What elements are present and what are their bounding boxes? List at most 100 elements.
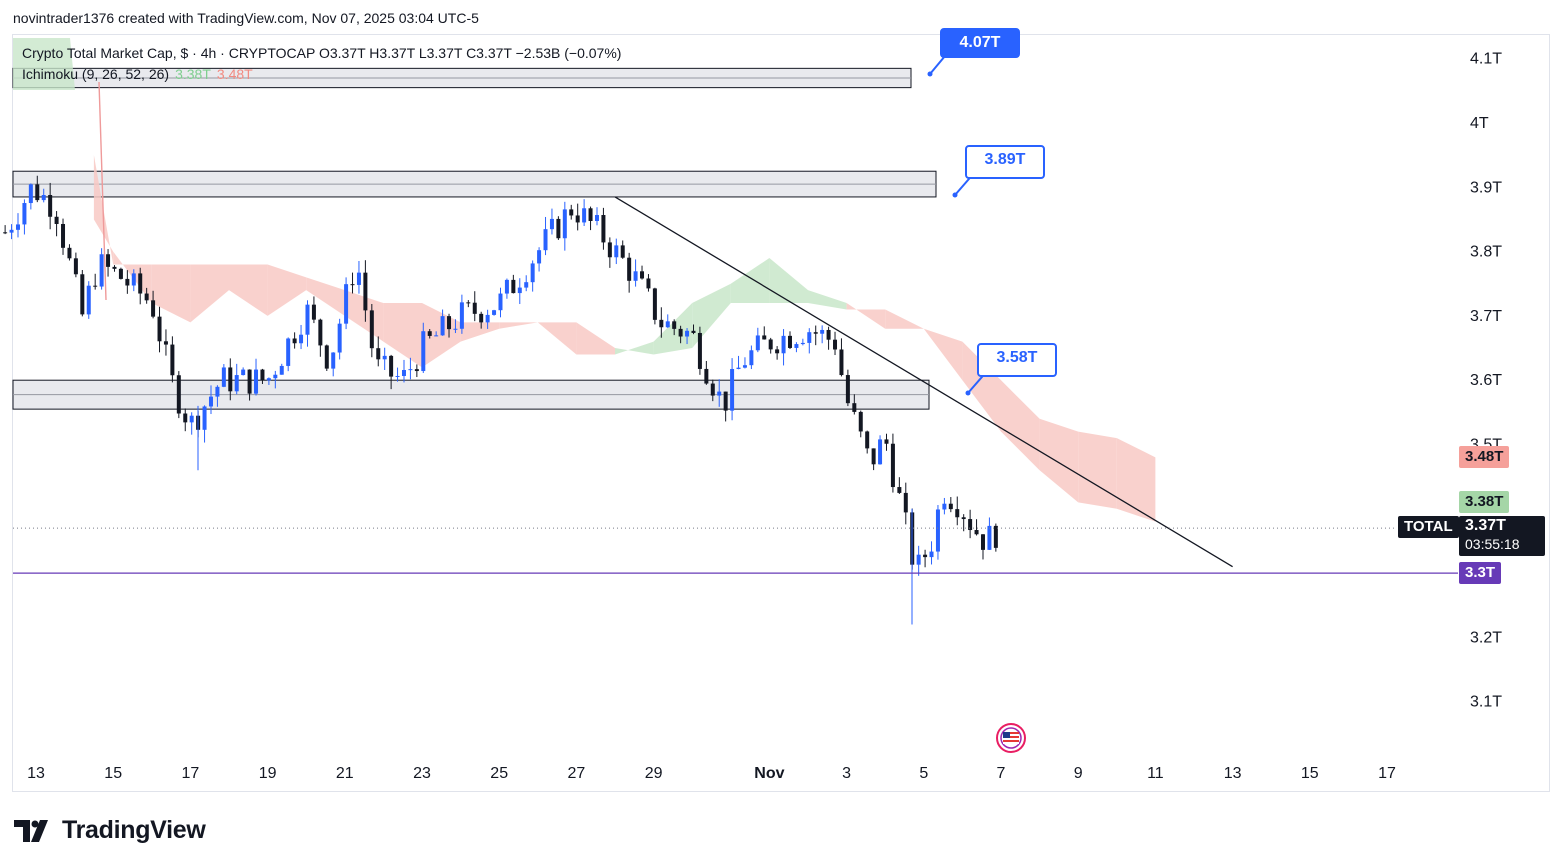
cloud-segment [808,290,847,310]
tradingview-brand[interactable]: TradingView [14,816,206,845]
callout-3-89[interactable]: 3.89T [965,145,1045,179]
cloud-segment [769,258,808,304]
candle-body [582,208,587,223]
candle-body [331,352,336,369]
candle-body [517,287,522,294]
candle-body [144,293,149,301]
candle-body [646,278,651,289]
candle-body [685,330,690,337]
candle-body [929,551,934,558]
tag-span-b: 3.48T [1459,446,1510,468]
price-tick-label: 4.1T [1470,51,1502,68]
candle-body [221,367,226,387]
candle-body [363,272,368,311]
callout-anchor [965,390,971,396]
cloud-segment [615,341,654,355]
candle-body [614,245,619,258]
candle-body [112,266,117,269]
time-tick-label: Nov [754,765,784,782]
candle-body [755,335,760,351]
candle-body [202,406,207,430]
candle-body [157,316,162,342]
candle-body [852,403,857,412]
time-tick-label: 17 [182,765,200,782]
candle-body [382,355,387,360]
candle-body [569,209,574,216]
candle-body [41,195,46,201]
candle-body [884,439,889,444]
candle-body [485,314,490,323]
cloud-segment [1078,431,1117,509]
candle-body [28,184,33,204]
candle-body [627,257,632,281]
callout-4-07[interactable]: 4.07T [940,28,1020,58]
candle-body [273,374,278,379]
candle-body [736,367,741,370]
author-line: novintrader1376 created with TradingView… [13,10,479,26]
cloud-segment [499,322,538,329]
candle-body [562,209,567,239]
time-tick-label: 3 [842,765,851,782]
candle-body [279,365,284,375]
candle-body [247,369,252,394]
time-tick-label: 25 [490,765,508,782]
candle-body [408,369,413,371]
flag-icon [996,723,1026,753]
candle-body [215,386,220,397]
candle-body [537,250,542,264]
candle-body [305,304,310,335]
brand-name: TradingView [62,816,206,844]
candle-body [260,369,265,381]
candle-body [640,271,645,279]
time-tick-label: 21 [336,765,354,782]
candle-body [787,335,792,348]
horizontal-zones [12,67,937,410]
candle-body [697,332,702,369]
candle-body [678,328,683,337]
candle-body [511,279,516,294]
cloud-segment [1116,438,1156,522]
candle-body [807,332,812,343]
price-tick-label: 3.7T [1470,308,1502,325]
candle-body [607,242,612,258]
price-tick-label: 3.8T [1470,244,1502,261]
cloud-segment [306,277,345,316]
price-tick-label: 3.6T [1470,372,1502,389]
cloud-segment [190,264,229,323]
candle-body [575,215,580,223]
candle-body [54,216,59,224]
time-tick-label: 15 [104,765,122,782]
candle-body [813,332,818,334]
time-tick-label: 9 [1074,765,1083,782]
candle-body [974,530,979,535]
candle-body [845,375,850,404]
cloud-segment [151,264,191,323]
time-tick-label: 23 [413,765,431,782]
candle-body [903,492,908,513]
candle-body [652,288,657,320]
candle-body [131,273,136,286]
candle-body [524,282,529,288]
candle-body [710,383,715,396]
candle-body [601,215,606,243]
candle-body [389,355,394,377]
cloud-segment [383,303,422,368]
time-tick-label: 11 [1147,765,1164,782]
candle-body [723,391,728,411]
candle-body [324,345,329,369]
candle-body [961,517,966,520]
tag-last-price: 3.37T 03:55:18 [1459,516,1545,556]
candle-body [440,316,445,336]
candle-body [858,411,863,432]
candle-body [170,344,175,376]
legend-ichimoku-value-b: 3.48T [216,66,253,82]
candle-body [466,302,471,304]
cloud-segment [1001,380,1040,471]
ichimoku-lagging-line [98,81,107,301]
candle-body [588,208,593,221]
callout-3-58[interactable]: 3.58T [977,343,1057,377]
candle-body [781,335,786,354]
candle-body [968,519,973,531]
